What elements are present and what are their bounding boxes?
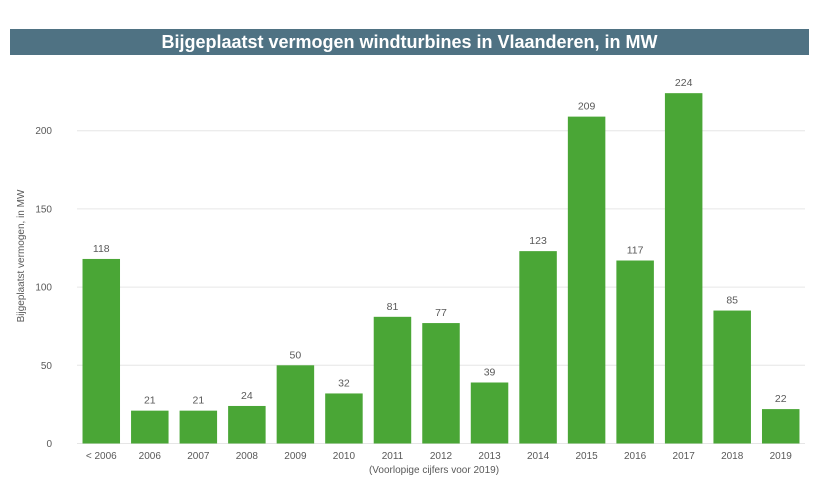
data-label: 224: [675, 77, 693, 89]
x-tick-label: 2013: [478, 451, 501, 462]
x-tick-label: 2015: [575, 451, 598, 462]
x-axis-note: (Voorlopige cijfers voor 2019): [369, 465, 499, 476]
bar: [422, 323, 460, 444]
y-tick-label: 100: [35, 283, 52, 294]
x-tick-label: 2011: [382, 451, 404, 462]
y-axis-ticks: 0 50 100 150 200: [35, 126, 52, 450]
data-label: 50: [290, 349, 302, 361]
chart-title-bar: Bijgeplaatst vermogen windturbines in Vl…: [10, 29, 809, 55]
data-label: 77: [435, 307, 447, 319]
data-label: 81: [387, 301, 399, 313]
bar: [325, 393, 363, 444]
bar: [761, 409, 800, 444]
bars: [82, 93, 800, 444]
data-label: 21: [192, 395, 204, 407]
bar: [276, 365, 315, 444]
y-tick-label: 0: [46, 439, 52, 450]
data-label: 209: [578, 101, 596, 113]
data-label: 32: [338, 377, 350, 389]
bar: [470, 382, 509, 444]
bar: [373, 316, 412, 444]
data-label: 117: [627, 245, 644, 257]
bar: [131, 410, 169, 444]
data-label: 39: [484, 367, 496, 379]
x-tick-label: 2018: [721, 451, 744, 462]
x-tick-label: 2010: [333, 451, 356, 462]
bar: [228, 405, 266, 444]
data-label: 22: [775, 393, 787, 405]
bar: [519, 251, 557, 444]
bar: [616, 260, 654, 444]
data-label: 118: [93, 243, 110, 255]
bar: [179, 410, 218, 444]
x-tick-label: 2017: [673, 451, 696, 462]
data-labels: 118 21 21 24 50 32 81 77 39 123 209 117 224 85 22: [93, 77, 787, 406]
bar: [82, 258, 121, 444]
y-tick-label: 200: [35, 126, 52, 137]
x-tick-label: 2006: [139, 451, 162, 462]
y-axis-title: Bijgeplaatst vermogen, in MW: [16, 189, 27, 322]
bar: [567, 116, 606, 444]
x-axis-ticks: < 2006 2006 2007 2008 2009 2010 2011 2012 2013 20…: [86, 451, 792, 462]
data-label: 85: [726, 295, 738, 307]
y-tick-label: 150: [35, 204, 52, 215]
x-tick-label: 2012: [430, 451, 453, 462]
y-tick-label: 50: [41, 361, 53, 372]
x-tick-label: 2007: [187, 451, 210, 462]
x-tick-label: 2019: [770, 451, 793, 462]
chart-title: Bijgeplaatst vermogen windturbines in Vl…: [161, 31, 658, 52]
x-tick-label: 2008: [236, 451, 259, 462]
x-tick-label: 2014: [527, 451, 550, 462]
x-tick-label: 2009: [284, 451, 307, 462]
bar: [713, 310, 751, 444]
x-tick-label: < 2006: [86, 451, 117, 462]
data-label: 24: [241, 390, 253, 402]
data-label: 21: [144, 395, 156, 407]
data-label: 123: [529, 235, 547, 247]
x-tick-label: 2016: [624, 451, 647, 462]
bar: [664, 93, 703, 444]
